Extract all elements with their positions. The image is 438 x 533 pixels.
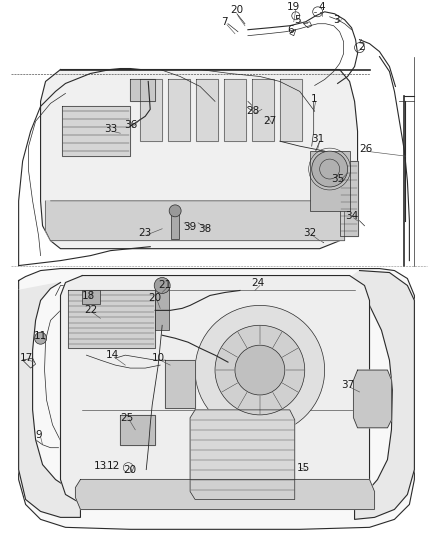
Text: 14: 14 — [106, 350, 119, 360]
Bar — [82, 290, 100, 304]
Polygon shape — [63, 107, 130, 156]
Text: 33: 33 — [104, 124, 117, 134]
Text: 20: 20 — [124, 465, 137, 474]
Polygon shape — [190, 410, 295, 499]
Polygon shape — [68, 290, 155, 348]
Text: 21: 21 — [159, 280, 172, 290]
Polygon shape — [350, 271, 414, 519]
Text: 38: 38 — [198, 224, 212, 234]
Text: 34: 34 — [345, 211, 358, 221]
Text: 36: 36 — [124, 120, 137, 130]
Circle shape — [35, 332, 46, 344]
Bar — [155, 286, 169, 330]
Text: 35: 35 — [331, 174, 344, 184]
Polygon shape — [46, 201, 345, 241]
Polygon shape — [353, 370, 392, 428]
Polygon shape — [252, 79, 274, 141]
Circle shape — [154, 278, 170, 294]
Text: 5: 5 — [294, 15, 301, 25]
Polygon shape — [75, 480, 374, 510]
Circle shape — [312, 151, 348, 187]
Text: 13: 13 — [94, 461, 107, 471]
Text: 23: 23 — [138, 228, 152, 238]
Polygon shape — [168, 79, 190, 141]
Text: 22: 22 — [84, 305, 97, 316]
Text: 20: 20 — [230, 5, 244, 15]
Text: 27: 27 — [263, 116, 276, 126]
Polygon shape — [196, 79, 218, 141]
Text: 18: 18 — [82, 292, 95, 302]
Circle shape — [235, 345, 285, 395]
Text: 7: 7 — [221, 17, 227, 27]
Bar — [171, 214, 179, 239]
Text: 26: 26 — [359, 144, 372, 154]
Polygon shape — [60, 276, 370, 504]
Text: 24: 24 — [251, 279, 265, 288]
Text: 25: 25 — [120, 413, 134, 423]
Polygon shape — [165, 360, 195, 408]
Text: 6: 6 — [287, 25, 294, 35]
Polygon shape — [140, 79, 162, 141]
Circle shape — [215, 325, 305, 415]
Circle shape — [169, 205, 181, 217]
Text: 2: 2 — [358, 42, 365, 52]
Text: 39: 39 — [184, 222, 197, 232]
Polygon shape — [280, 79, 302, 141]
Bar — [310, 151, 350, 211]
Text: 4: 4 — [318, 2, 325, 12]
Polygon shape — [19, 269, 414, 529]
Text: 3: 3 — [333, 15, 340, 25]
Text: 20: 20 — [148, 294, 162, 303]
Text: 12: 12 — [107, 461, 120, 471]
Text: 17: 17 — [20, 353, 33, 363]
Text: 9: 9 — [35, 430, 42, 440]
Polygon shape — [120, 415, 155, 445]
Text: 37: 37 — [341, 380, 354, 390]
Text: 11: 11 — [34, 331, 47, 341]
Polygon shape — [130, 79, 155, 101]
Polygon shape — [224, 79, 246, 141]
Polygon shape — [19, 282, 81, 518]
Circle shape — [195, 305, 325, 435]
Text: 31: 31 — [311, 134, 324, 144]
Text: 15: 15 — [297, 463, 311, 473]
Polygon shape — [41, 69, 357, 249]
Polygon shape — [339, 161, 357, 236]
Text: 32: 32 — [303, 228, 316, 238]
Text: 1: 1 — [311, 94, 317, 104]
Text: 28: 28 — [246, 106, 260, 116]
Text: 10: 10 — [152, 353, 165, 363]
Text: 19: 19 — [287, 2, 300, 12]
